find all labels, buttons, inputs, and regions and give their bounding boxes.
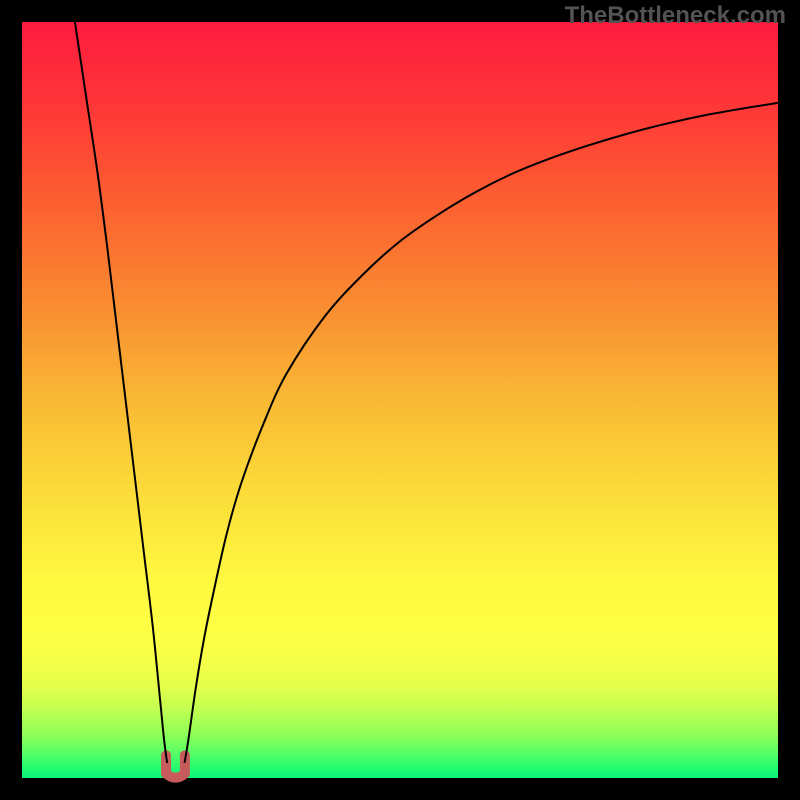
curve-left	[75, 22, 167, 763]
minimum-marker	[166, 755, 185, 777]
curves-layer	[0, 0, 800, 800]
watermark: TheBottleneck.com	[565, 2, 786, 30]
chart-container: TheBottleneck.com	[0, 0, 800, 800]
curve-right	[185, 103, 778, 763]
